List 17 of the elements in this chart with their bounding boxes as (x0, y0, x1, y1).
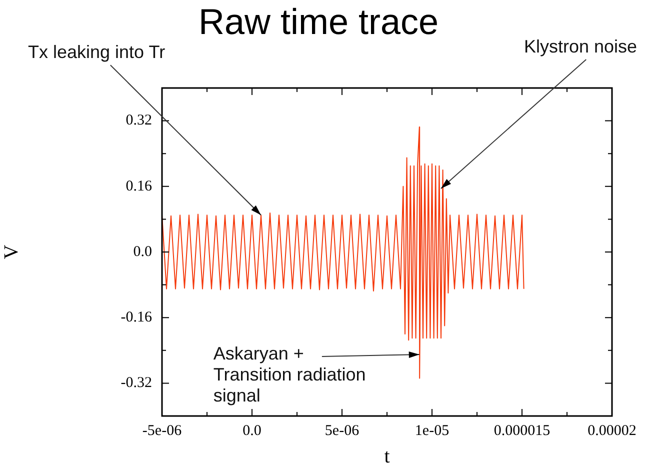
x-tick-label: 0.00002 (588, 422, 636, 439)
x-tick-label: 0.0 (242, 422, 262, 439)
x-axis-title: t (384, 445, 390, 468)
x-tick-label: 0.000015 (494, 422, 550, 439)
annotation: Tx leaking into Tr (28, 42, 166, 62)
y-tick-label: 0.16 (126, 178, 152, 194)
y-tick-label: 0.32 (126, 112, 152, 129)
x-tick-label: 5e-06 (324, 422, 360, 439)
x-tick-label: 1e-05 (414, 422, 450, 439)
chart-title: Raw time trace (198, 0, 439, 42)
y-tick-label: 0.0 (133, 244, 152, 260)
x-tick-label: -5e-06 (142, 422, 182, 439)
annotation: Askaryan + Transition radiation signal (213, 343, 366, 406)
annotation: Klystron noise (524, 36, 637, 56)
y-tick-label: -0.32 (120, 375, 152, 392)
y-axis-title: V (0, 244, 22, 260)
y-tick-label: -0.16 (120, 310, 152, 326)
